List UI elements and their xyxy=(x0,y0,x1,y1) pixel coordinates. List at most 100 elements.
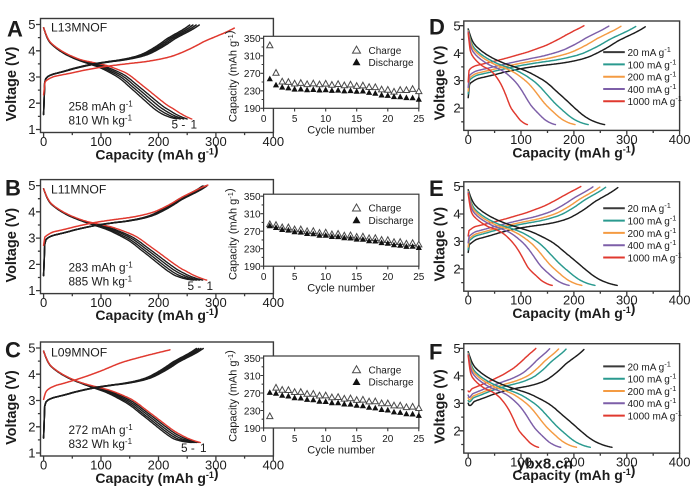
svg-text:5: 5 xyxy=(453,179,460,194)
svg-text:A: A xyxy=(7,17,23,42)
svg-text:25: 25 xyxy=(413,272,425,283)
svg-text:5: 5 xyxy=(28,178,35,193)
svg-text:20: 20 xyxy=(382,272,394,283)
svg-text:Cycle number: Cycle number xyxy=(307,125,375,137)
svg-text:400: 400 xyxy=(669,455,691,470)
svg-text:20: 20 xyxy=(382,434,394,445)
svg-text:Capacity (mAh g-1): Capacity (mAh g-1) xyxy=(95,302,218,323)
svg-text:200: 200 xyxy=(148,134,170,149)
svg-text:3: 3 xyxy=(28,231,35,246)
svg-text:3: 3 xyxy=(28,393,35,408)
svg-text:200: 200 xyxy=(563,132,585,147)
svg-text:400: 400 xyxy=(669,293,691,308)
svg-text:200 mA g-1: 200 mA g-1 xyxy=(628,384,677,398)
svg-text:272 mAh g-1: 272 mAh g-1 xyxy=(69,423,134,437)
svg-text:Charge: Charge xyxy=(369,204,402,215)
svg-text:1000 mA g-1: 1000 mA g-1 xyxy=(628,409,682,423)
svg-text:100: 100 xyxy=(90,134,112,149)
svg-text:10: 10 xyxy=(320,272,332,283)
svg-text:25: 25 xyxy=(413,434,425,445)
svg-text:20 mA g-1: 20 mA g-1 xyxy=(628,359,671,373)
svg-text:3: 3 xyxy=(453,73,460,88)
svg-text:15: 15 xyxy=(351,114,363,125)
svg-text:15: 15 xyxy=(351,272,363,283)
svg-text:200: 200 xyxy=(148,295,170,310)
svg-text:Cycle number: Cycle number xyxy=(307,283,375,295)
svg-text:0: 0 xyxy=(465,293,472,308)
svg-text:5 -: 5 - xyxy=(181,441,195,455)
svg-text:230: 230 xyxy=(244,406,261,417)
svg-text:Voltage (V): Voltage (V) xyxy=(4,208,20,283)
svg-text:L09MNOF: L09MNOF xyxy=(51,346,107,360)
svg-text:4: 4 xyxy=(28,43,35,58)
svg-text:0: 0 xyxy=(40,134,47,149)
svg-text:20 mA g-1: 20 mA g-1 xyxy=(628,45,671,59)
svg-text:230: 230 xyxy=(244,87,261,98)
svg-text:0: 0 xyxy=(261,114,267,125)
svg-text:100 mA g-1: 100 mA g-1 xyxy=(628,214,677,228)
svg-text:5: 5 xyxy=(453,341,460,356)
svg-text:E: E xyxy=(429,176,444,201)
svg-text:10: 10 xyxy=(320,434,332,445)
svg-text:5: 5 xyxy=(453,18,460,33)
svg-text:283 mAh g-1: 283 mAh g-1 xyxy=(69,261,134,275)
svg-text:1000 mA g-1: 1000 mA g-1 xyxy=(628,94,682,108)
svg-text:2: 2 xyxy=(28,257,35,272)
svg-text:Discharge: Discharge xyxy=(369,58,414,69)
svg-text:258 mAh g-1: 258 mAh g-1 xyxy=(69,99,134,113)
svg-text:4: 4 xyxy=(28,204,35,219)
svg-text:300: 300 xyxy=(205,134,227,149)
svg-text:Capacity (mAh g-1): Capacity (mAh g-1) xyxy=(224,350,240,442)
svg-text:200: 200 xyxy=(148,458,170,473)
svg-text:Voltage (V): Voltage (V) xyxy=(433,46,449,121)
svg-text:C: C xyxy=(5,338,21,363)
svg-text:1: 1 xyxy=(28,446,35,461)
svg-text:L11MNOF: L11MNOF xyxy=(51,182,106,196)
svg-text:310: 310 xyxy=(244,52,261,63)
svg-text:310: 310 xyxy=(244,371,261,382)
svg-text:310: 310 xyxy=(244,210,261,221)
svg-text:25: 25 xyxy=(413,114,425,125)
svg-text:2: 2 xyxy=(453,101,460,116)
svg-text:0: 0 xyxy=(465,132,472,147)
svg-text:ybx8.cn: ybx8.cn xyxy=(517,456,573,473)
svg-text:3: 3 xyxy=(453,396,460,411)
svg-text:Voltage (V): Voltage (V) xyxy=(4,47,20,122)
svg-text:0: 0 xyxy=(261,434,267,445)
svg-text:2: 2 xyxy=(453,262,460,277)
svg-text:4: 4 xyxy=(28,367,35,382)
svg-text:Capacity (mAh g-1): Capacity (mAh g-1) xyxy=(95,142,218,163)
svg-text:190: 190 xyxy=(244,262,261,273)
svg-text:200 mA g-1: 200 mA g-1 xyxy=(628,226,677,240)
svg-text:1000 mA g-1: 1000 mA g-1 xyxy=(628,250,682,264)
svg-text:0: 0 xyxy=(40,458,47,473)
svg-text:100: 100 xyxy=(90,458,112,473)
svg-text:4: 4 xyxy=(453,369,460,384)
svg-text:20: 20 xyxy=(382,114,394,125)
svg-text:2: 2 xyxy=(28,419,35,434)
svg-text:300: 300 xyxy=(205,458,227,473)
svg-text:400 mA g-1: 400 mA g-1 xyxy=(628,238,677,252)
svg-text:270: 270 xyxy=(244,389,261,400)
svg-text:100: 100 xyxy=(510,293,532,308)
svg-text:5 -: 5 - xyxy=(172,117,186,131)
svg-text:200 mA g-1: 200 mA g-1 xyxy=(628,70,677,84)
svg-text:0: 0 xyxy=(40,295,47,310)
svg-text:810 Wh kg-1: 810 Wh kg-1 xyxy=(69,113,133,127)
svg-text:B: B xyxy=(5,175,21,200)
svg-text:15: 15 xyxy=(351,434,363,445)
svg-text:5: 5 xyxy=(292,114,298,125)
svg-text:100: 100 xyxy=(510,455,532,470)
svg-text:2: 2 xyxy=(28,96,35,111)
svg-text:3: 3 xyxy=(453,234,460,249)
svg-text:400 mA g-1: 400 mA g-1 xyxy=(628,82,677,96)
svg-text:10: 10 xyxy=(320,114,332,125)
svg-text:100: 100 xyxy=(90,295,112,310)
svg-text:F: F xyxy=(429,339,442,364)
svg-text:Discharge: Discharge xyxy=(369,378,414,389)
svg-text:5: 5 xyxy=(28,341,35,356)
svg-text:400: 400 xyxy=(262,295,284,310)
svg-text:1: 1 xyxy=(28,283,35,298)
svg-text:190: 190 xyxy=(244,424,261,435)
svg-text:3: 3 xyxy=(28,70,35,85)
